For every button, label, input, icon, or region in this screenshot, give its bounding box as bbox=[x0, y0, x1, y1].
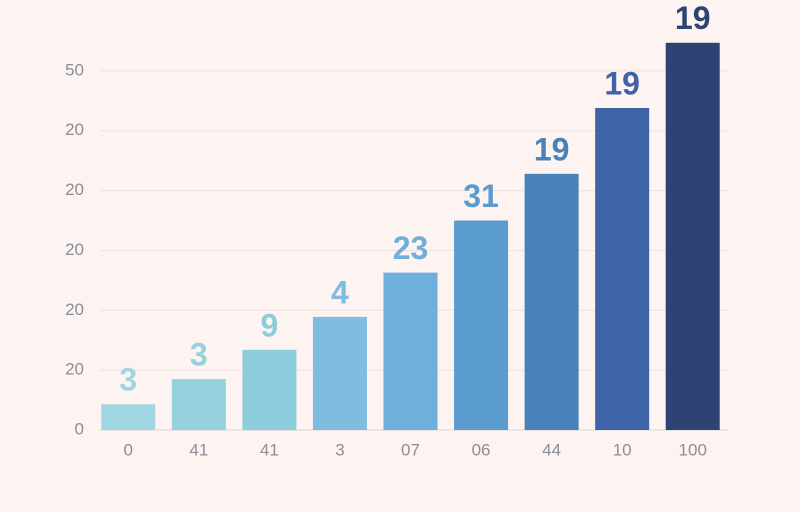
y-tick-label: 0 bbox=[75, 419, 84, 438]
bar bbox=[454, 220, 509, 430]
value-label: 3 bbox=[119, 362, 137, 398]
bar bbox=[383, 272, 438, 430]
x-tick-label: 06 bbox=[472, 440, 491, 459]
x-tick-label: 07 bbox=[401, 440, 420, 459]
value-label: 19 bbox=[604, 65, 640, 101]
bar bbox=[665, 42, 720, 430]
bar bbox=[312, 316, 367, 430]
bar bbox=[524, 173, 579, 430]
y-tick-label: 20 bbox=[65, 120, 84, 139]
bar bbox=[242, 349, 297, 430]
value-label: 4 bbox=[331, 274, 349, 310]
bar bbox=[595, 108, 650, 431]
value-label: 3 bbox=[190, 337, 208, 373]
x-tick-label: 41 bbox=[260, 440, 279, 459]
x-tick-label: 10 bbox=[613, 440, 632, 459]
x-tick-label: 44 bbox=[542, 440, 561, 459]
value-label: 19 bbox=[534, 131, 570, 167]
y-tick-label: 50 bbox=[65, 60, 84, 79]
bar bbox=[101, 404, 156, 430]
y-tick-label: 20 bbox=[65, 300, 84, 319]
x-tick-label: 100 bbox=[679, 440, 707, 459]
bar bbox=[171, 379, 226, 430]
x-tick-label: 0 bbox=[124, 440, 133, 459]
y-tick-label: 20 bbox=[65, 360, 84, 379]
value-label: 31 bbox=[463, 178, 499, 214]
value-label: 19 bbox=[675, 0, 711, 36]
value-label: 23 bbox=[393, 230, 429, 266]
x-tick-label: 41 bbox=[189, 440, 208, 459]
x-tick-label: 3 bbox=[335, 440, 344, 459]
y-tick-label: 20 bbox=[65, 240, 84, 259]
value-label: 9 bbox=[260, 307, 278, 343]
y-tick-label: 20 bbox=[65, 180, 84, 199]
